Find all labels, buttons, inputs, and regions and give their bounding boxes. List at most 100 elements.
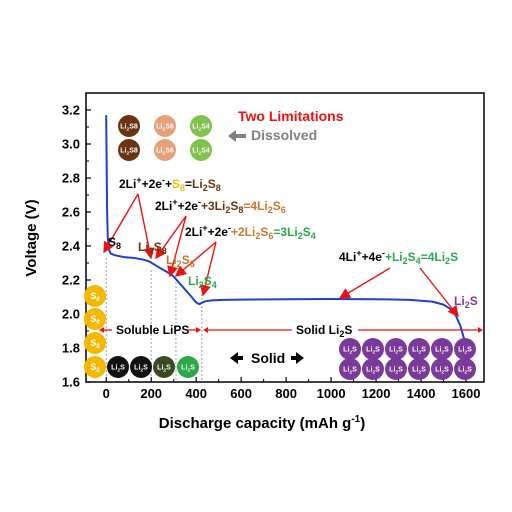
species-circle: Li2S bbox=[385, 338, 407, 360]
solid-arrowhead-right-icon bbox=[478, 327, 483, 333]
arrow-li2s6-b bbox=[174, 241, 217, 277]
species-circle: Li2S bbox=[339, 358, 361, 380]
soluble-lips-label: Soluble LiPS bbox=[116, 323, 189, 337]
species-text: S8 bbox=[90, 314, 100, 326]
species-text: Li2S bbox=[389, 346, 403, 355]
species-circle: Li2S6 bbox=[154, 139, 176, 161]
species-disc bbox=[385, 338, 407, 360]
species-disc bbox=[408, 358, 430, 380]
species-circle: Li2S4 bbox=[190, 115, 212, 137]
x-tick-label: 200 bbox=[140, 386, 162, 401]
species-text: Li2S bbox=[435, 366, 449, 375]
reaction-s8: 2Li++2e-+S8=Li2S8 bbox=[119, 175, 221, 193]
species-text: Li2S bbox=[412, 366, 426, 375]
species-disc bbox=[84, 356, 106, 378]
species-text: S8 bbox=[90, 291, 100, 303]
species-text: Li2S bbox=[111, 364, 125, 373]
species-circle: S8 bbox=[84, 332, 106, 354]
species-disc bbox=[408, 338, 430, 360]
label-li2s6: Li2S6 bbox=[166, 253, 195, 269]
species-disc bbox=[177, 356, 199, 378]
plot-frame bbox=[85, 92, 485, 383]
species-circle: Li2S6 bbox=[154, 115, 176, 137]
species-disc bbox=[84, 308, 106, 330]
y-tick-label: 2.0 bbox=[62, 307, 80, 322]
x-axis-ticks: 0 200 400 600 800 1000 1200 1400 1600 bbox=[103, 377, 480, 401]
species-circle: Li2S bbox=[454, 358, 476, 380]
species-disc bbox=[339, 358, 361, 380]
species-circle: Li2S bbox=[362, 338, 384, 360]
species-disc bbox=[84, 332, 106, 354]
species-disc bbox=[190, 115, 212, 137]
label-s8: S8 bbox=[108, 235, 121, 251]
species-disc bbox=[339, 338, 361, 360]
species-circle: Li2S bbox=[431, 358, 453, 380]
species-text: Li2S bbox=[458, 366, 472, 375]
arrow-s8 bbox=[103, 193, 139, 254]
arrow-li2s8-b bbox=[155, 215, 187, 260]
y-tick-label: 2.4 bbox=[62, 239, 81, 254]
x-tick-label: 1000 bbox=[317, 386, 346, 401]
species-disc bbox=[362, 358, 384, 380]
reaction-li2s4: 4Li++4e-+Li2S4=4Li2S bbox=[339, 248, 458, 266]
y-axis-ticks: 1.6 1.8 2.0 2.2 2.4 2.6 2.8 3.0 3.2 bbox=[62, 103, 91, 390]
species-text: Li2S bbox=[157, 364, 171, 373]
s8-circles: S8 S8 S8 S8 bbox=[84, 285, 106, 378]
y-tick-label: 1.8 bbox=[62, 341, 80, 356]
x-tick-label: 800 bbox=[275, 386, 297, 401]
x-axis-label: Discharge capacity (mAh g-1) bbox=[159, 414, 365, 432]
species-disc bbox=[154, 139, 176, 161]
reaction-li2s8: 2Li++2e-+3Li2S8=4Li2S6 bbox=[155, 197, 286, 215]
dissolved-arrow-icon bbox=[228, 130, 246, 142]
species-circle: Li2S4 bbox=[190, 139, 212, 161]
soluble-arrowhead-left-icon bbox=[99, 327, 104, 333]
y-tick-label: 3.2 bbox=[62, 103, 80, 118]
arrow-li2s4 bbox=[199, 241, 217, 297]
species-disc bbox=[154, 115, 176, 137]
y-tick-label: 2.2 bbox=[62, 273, 80, 288]
species-disc bbox=[118, 139, 140, 161]
species-circle: Li2S bbox=[130, 356, 152, 378]
y-axis-label: Voltage (V) bbox=[23, 199, 40, 276]
species-circle: Li2S bbox=[431, 338, 453, 360]
y-tick-label: 2.8 bbox=[62, 171, 80, 186]
species-circle: Li2S bbox=[177, 356, 199, 378]
species-text: S8 bbox=[90, 338, 100, 350]
reaction-li2s6: 2Li++2e-+2Li2S6=3Li2S4 bbox=[185, 223, 316, 241]
arrow-li2s-a bbox=[338, 267, 391, 299]
species-disc bbox=[84, 285, 106, 307]
species-text: Li2S bbox=[435, 346, 449, 355]
species-circle: S8 bbox=[84, 308, 106, 330]
label-li2s: Li2S bbox=[454, 294, 478, 310]
y-tick-label: 2.6 bbox=[62, 205, 80, 220]
species-disc bbox=[153, 356, 175, 378]
species-circle: Li2S bbox=[362, 358, 384, 380]
species-disc bbox=[454, 338, 476, 360]
species-text: Li2S bbox=[366, 346, 380, 355]
species-text: Li2S bbox=[134, 364, 148, 373]
dissolved-species-legend: Li2S8 Li2S6 Li2S4 Li2S8 Li2S6 Li2S4 bbox=[118, 115, 212, 161]
solid-right-arrow-icon bbox=[291, 352, 304, 364]
species-text: Li2S bbox=[412, 346, 426, 355]
label-li2s8: Li2S8 bbox=[138, 240, 167, 256]
li2s-cluster: Li2S Li2S Li2S Li2S Li2S Li2S Li2S Li2S Li2S Li2S… bbox=[339, 338, 476, 380]
arrow-li2s6-a bbox=[167, 215, 187, 278]
x-tick-label: 600 bbox=[230, 386, 252, 401]
species-disc bbox=[130, 356, 152, 378]
solid-left-arrow-icon bbox=[230, 352, 243, 364]
species-text: S8 bbox=[90, 362, 100, 374]
species-disc bbox=[431, 338, 453, 360]
x-tick-label: 0 bbox=[103, 386, 110, 401]
species-text: Li2S bbox=[389, 366, 403, 375]
species-circle: Li2S bbox=[153, 356, 175, 378]
species-disc bbox=[190, 139, 212, 161]
species-disc bbox=[454, 358, 476, 380]
species-text: Li2S bbox=[343, 366, 357, 375]
species-text: Li2S6 bbox=[156, 147, 174, 156]
solid-label: Solid bbox=[251, 350, 285, 366]
two-limitations-label: Two Limitations bbox=[238, 108, 344, 124]
species-text: Li2S bbox=[343, 346, 357, 355]
species-text: Li2S bbox=[181, 364, 195, 373]
species-circle: Li2S bbox=[339, 338, 361, 360]
